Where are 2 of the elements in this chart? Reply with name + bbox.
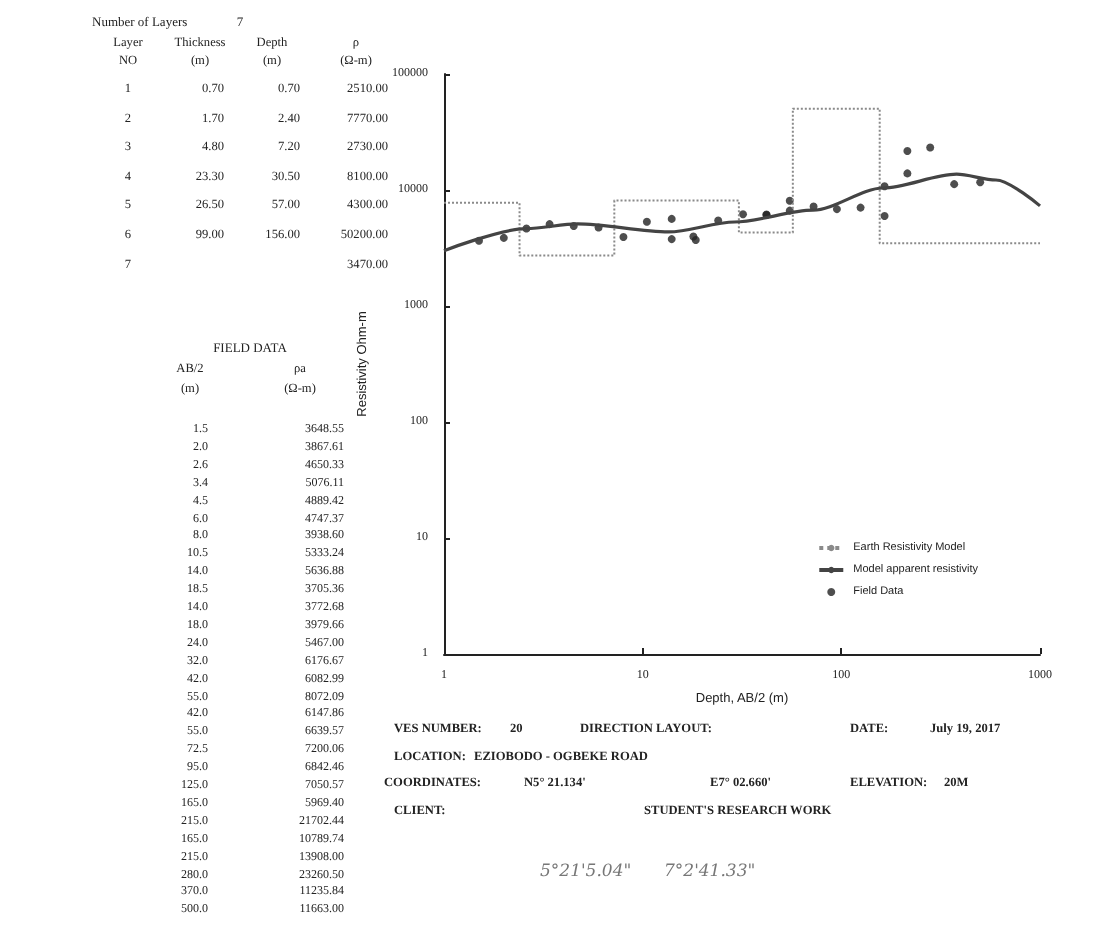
text: 5°21'5.04" — [540, 862, 632, 882]
text: 7°2'41.33" — [664, 862, 756, 882]
